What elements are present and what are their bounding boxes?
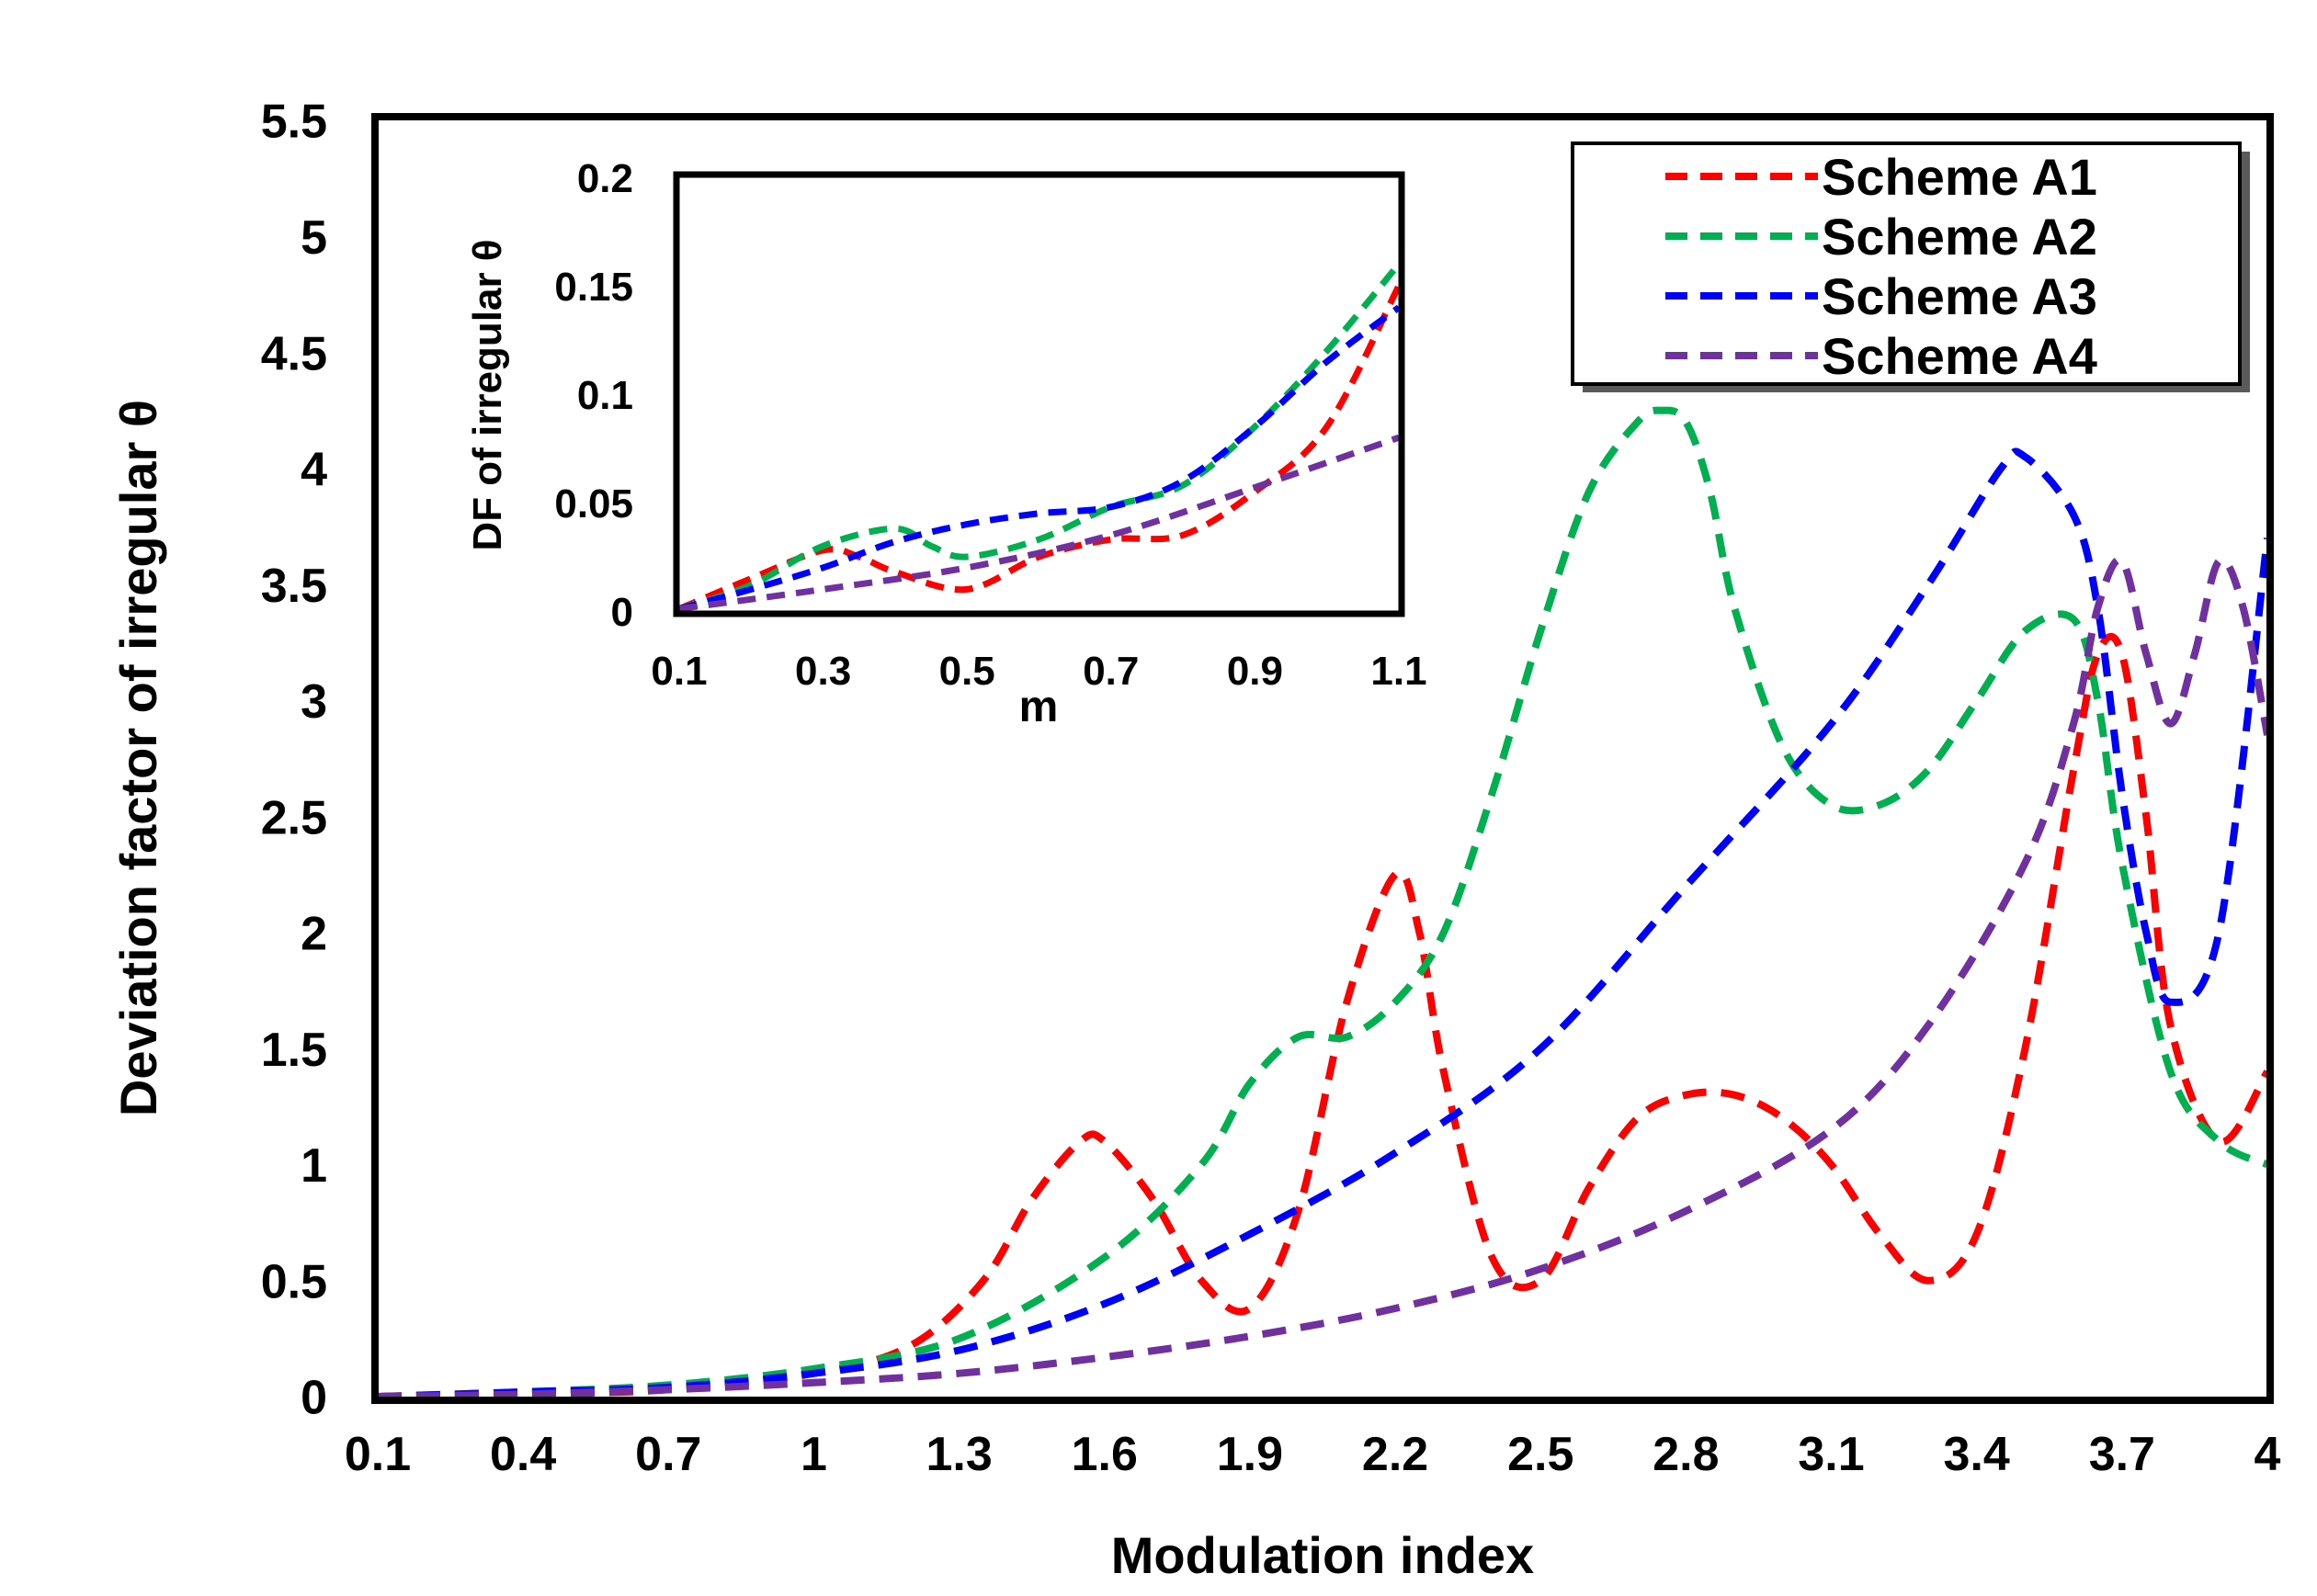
- inset-x-tick-label: 1.1: [1370, 649, 1426, 694]
- main-x-tick-label: 1.6: [1072, 1428, 1138, 1481]
- inset-y-tick-label: 0.1: [577, 373, 633, 418]
- legend-label-4: Scheme A4: [1822, 327, 2097, 385]
- main-series-line-1: [377, 632, 2271, 1400]
- legend-item: Scheme A2: [1665, 208, 2097, 266]
- legend-box: [1571, 141, 2242, 386]
- inset-y-tick-label: 0.2: [577, 156, 633, 201]
- main-series-layer: [377, 406, 2271, 1400]
- main-series-line-2: [377, 406, 2269, 1400]
- main-x-tick-label: 1.9: [1217, 1428, 1283, 1481]
- inset-x-axis-title: m: [1019, 683, 1059, 731]
- inset-y-tick-label: 0: [611, 590, 633, 635]
- main-y-tick-label: 2.5: [261, 791, 327, 844]
- main-y-tick-label: 5.5: [261, 96, 327, 149]
- legend-label-1: Scheme A1: [1822, 148, 2097, 206]
- main-y-tick-label: 2: [301, 908, 327, 961]
- inset-x-tick-label: 0.9: [1227, 649, 1283, 694]
- main-y-tick-label: 3.5: [261, 560, 327, 613]
- main-y-tick-label: 1: [301, 1139, 327, 1193]
- inset-x-tick-label: 0.7: [1083, 649, 1139, 694]
- inset-series-line-4: [678, 434, 1401, 613]
- main-x-tick-label: 0.4: [490, 1428, 556, 1481]
- main-y-axis-title: Deviation factor of irregular θ: [109, 400, 167, 1116]
- inset-y-tick-label: 0.05: [554, 481, 633, 526]
- inset-x-tick-label: 0.1: [651, 649, 707, 694]
- legend-label-2: Scheme A2: [1822, 208, 2097, 266]
- legend-label-3: Scheme A3: [1822, 267, 2097, 325]
- main-x-tick-label: 3.7: [2089, 1428, 2155, 1481]
- inset-x-tick-label: 0.3: [795, 649, 851, 694]
- inset-x-tick-label: 0.5: [939, 649, 995, 694]
- main-series-line-3: [377, 447, 2271, 1400]
- main-y-tick-label: 4: [301, 444, 327, 497]
- main-plot-frame: [371, 113, 2274, 1404]
- main-y-tick-label: 1.5: [261, 1024, 327, 1077]
- inset-series-line-3: [678, 304, 1402, 612]
- legend-item: Scheme A1: [1665, 148, 2097, 206]
- inset-y-axis-title: DF of irregular θ: [465, 239, 510, 550]
- main-y-tick-label: 5: [301, 211, 327, 265]
- main-x-tick-label: 2.2: [1362, 1428, 1428, 1481]
- main-x-axis-title: Modulation index: [1111, 1526, 1534, 1584]
- legend-item: Scheme A4: [1665, 327, 2097, 385]
- inset-series-layer: [677, 262, 1403, 613]
- inset-y-tick-label: 0.15: [554, 265, 633, 310]
- inset-x-tick-labels: 0.1 0.3 0.5 0.7 0.9 1.1: [651, 649, 1426, 694]
- main-y-tick-label: 0.5: [261, 1255, 327, 1308]
- main-x-tick-label: 2.8: [1653, 1428, 1719, 1481]
- main-y-tick-label: 0: [301, 1372, 327, 1425]
- main-x-tick-label: 1: [801, 1428, 827, 1481]
- main-x-tick-label: 0.1: [345, 1428, 411, 1481]
- main-x-tick-labels: 0.1 0.4 0.7 1 1.3 1.6 1.9 2.2 2.5 2.8 3.1 3.4 3.7 4: [345, 1428, 2281, 1481]
- main-x-tick-label: 3.1: [1798, 1428, 1864, 1481]
- main-x-tick-label: 2.5: [1507, 1428, 1573, 1481]
- legend-item: Scheme A3: [1665, 267, 2097, 325]
- inset-series-line-2: [677, 262, 1402, 612]
- main-x-tick-label: 4: [2255, 1428, 2281, 1481]
- main-series-line-4: [377, 556, 2271, 1400]
- main-y-tick-label: 3: [301, 675, 327, 729]
- inset-y-tick-labels: 0 0.05 0.1 0.15 0.2: [554, 156, 633, 635]
- main-x-tick-label: 0.7: [635, 1428, 701, 1481]
- main-x-tick-label: 1.3: [926, 1428, 992, 1481]
- main-y-tick-labels: 0 0.5 1 1.5 2 2.5 3 3.5 4 4.5 5 5.5: [261, 96, 327, 1425]
- main-x-tick-label: 3.4: [1944, 1428, 2010, 1481]
- inset-plot-frame: [673, 171, 1405, 617]
- main-y-tick-label: 4.5: [261, 327, 327, 380]
